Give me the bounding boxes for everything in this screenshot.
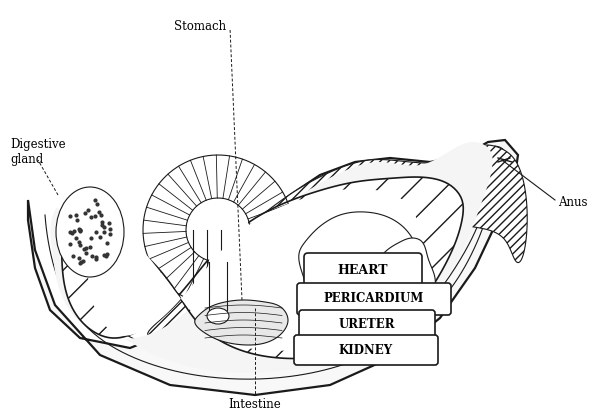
Text: Intestine: Intestine <box>229 398 281 411</box>
FancyBboxPatch shape <box>294 335 438 365</box>
Polygon shape <box>50 142 493 373</box>
Polygon shape <box>220 285 290 315</box>
FancyBboxPatch shape <box>304 253 422 289</box>
Polygon shape <box>195 300 288 345</box>
Ellipse shape <box>56 187 124 277</box>
Polygon shape <box>206 285 304 327</box>
Polygon shape <box>62 177 463 359</box>
Text: PERICARDIUM: PERICARDIUM <box>324 292 424 305</box>
Text: Digestive
gland: Digestive gland <box>10 138 65 166</box>
Text: Stomach: Stomach <box>174 20 226 33</box>
Polygon shape <box>148 145 527 336</box>
Text: Anus: Anus <box>558 195 587 208</box>
Polygon shape <box>372 238 436 318</box>
Text: URETER: URETER <box>339 318 395 331</box>
FancyBboxPatch shape <box>299 310 435 340</box>
FancyBboxPatch shape <box>297 283 451 315</box>
Ellipse shape <box>207 308 229 324</box>
Circle shape <box>187 199 249 261</box>
Text: HEART: HEART <box>338 265 388 278</box>
Polygon shape <box>28 140 518 395</box>
Polygon shape <box>209 260 227 312</box>
Text: KIDNEY: KIDNEY <box>339 344 393 357</box>
Polygon shape <box>299 212 420 338</box>
Polygon shape <box>88 189 420 351</box>
